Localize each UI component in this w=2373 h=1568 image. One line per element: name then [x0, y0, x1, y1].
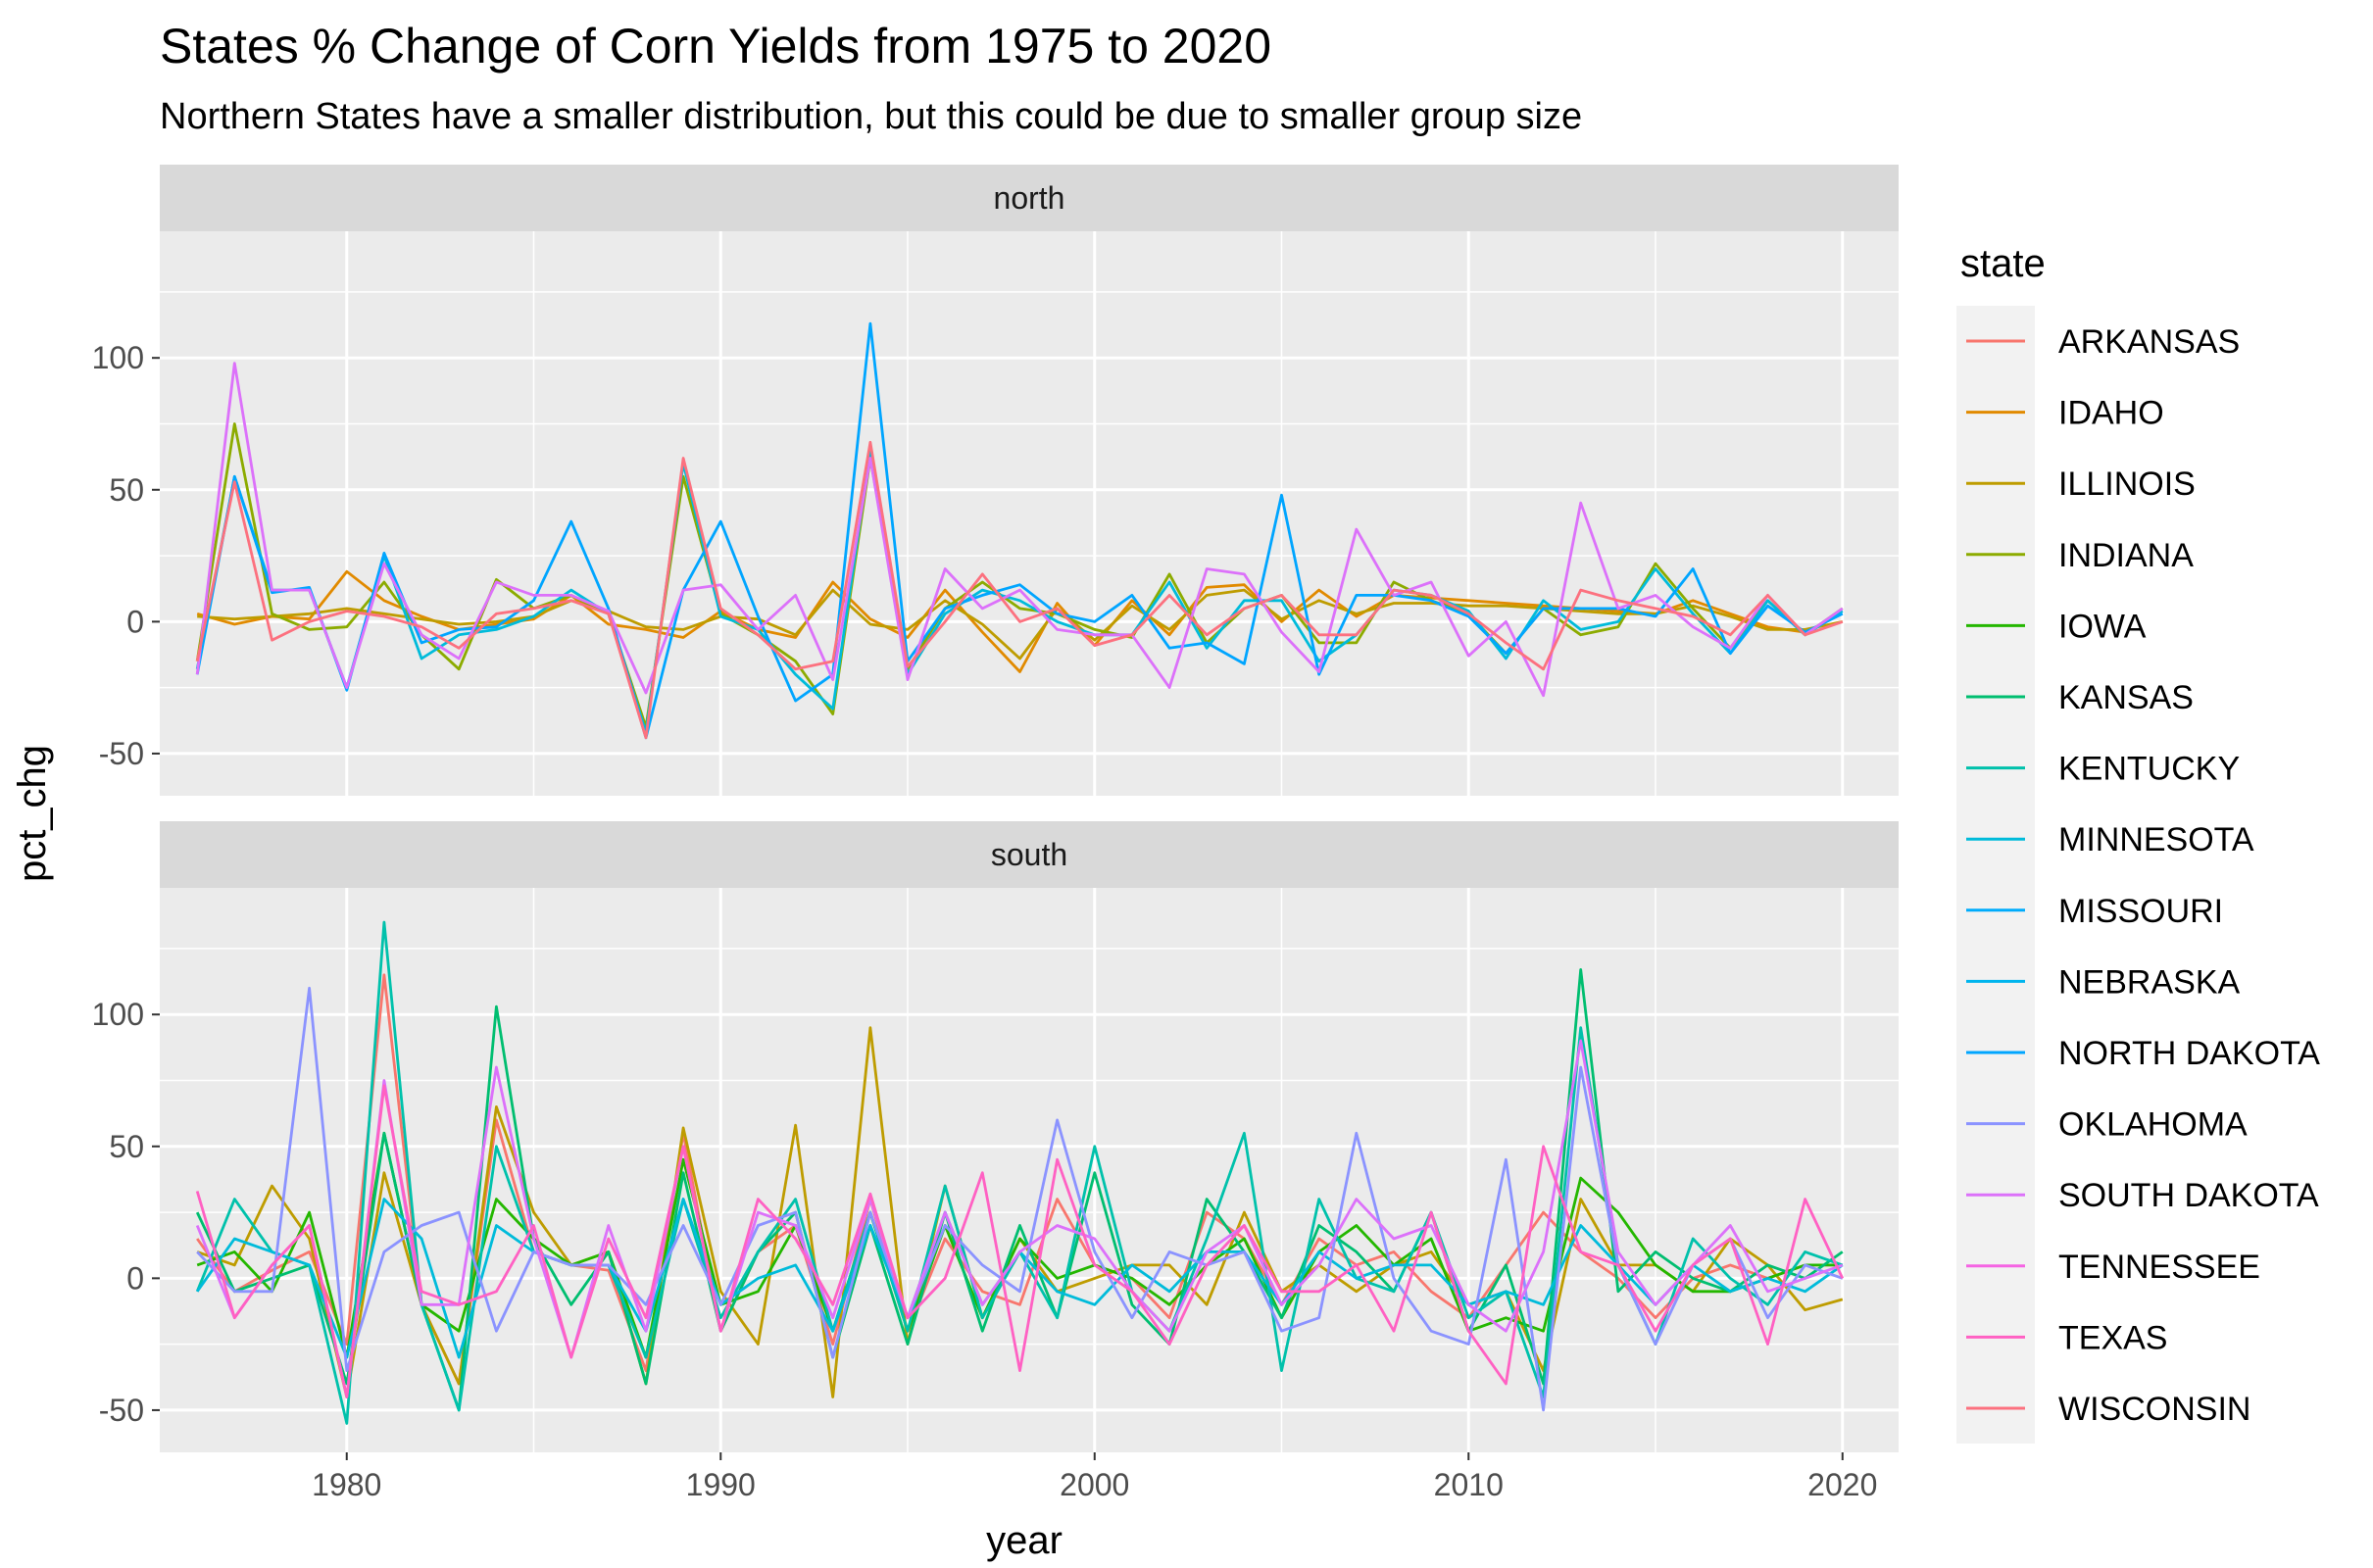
legend-label: IOWA [2058, 608, 2147, 645]
legend-item: IDAHO [1966, 395, 2164, 432]
legend-label: NEBRASKA [2058, 963, 2240, 1001]
legend-label: TENNESSEE [2058, 1249, 2260, 1286]
chart-title: States % Change of Corn Yields from 1975… [160, 19, 1271, 74]
legend-item: ARKANSAS [1966, 323, 2240, 361]
chart-subtitle: Northern States have a smaller distribut… [160, 96, 1582, 137]
legend-label: OKLAHOMA [2058, 1106, 2248, 1144]
facet-south: south -50 0 50 100 1980 1990 2000 2010 2020 [92, 821, 1899, 1502]
y-tick-label: 50 [109, 472, 144, 508]
legend-item: INDIANA [1966, 537, 2194, 574]
facet-panels: north -50 0 50 100 south -50 0 50 100 1980 1990 2000… [92, 165, 1899, 1502]
y-tick-label: 50 [109, 1129, 144, 1164]
legend-item: TEXAS [1966, 1319, 2167, 1356]
y-axis-title: pct_chg [11, 745, 54, 882]
y-tick-label: 100 [92, 340, 144, 375]
legend-label: KANSAS [2058, 679, 2194, 716]
legend-label: INDIANA [2058, 537, 2194, 574]
legend-item: KANSAS [1966, 679, 2194, 716]
legend-item: NORTH DAKOTA [1966, 1035, 2320, 1072]
legend-item: MISSOURI [1966, 893, 2223, 930]
y-tick-label: 0 [126, 604, 144, 639]
legend-title: state [1960, 242, 2046, 285]
legend-item: OKLAHOMA [1966, 1106, 2248, 1144]
legend-item: TENNESSEE [1966, 1249, 2260, 1286]
x-tick-label: 2020 [1807, 1467, 1877, 1502]
legend-item: MINNESOTA [1966, 821, 2254, 858]
series-lines [195, 920, 1845, 1425]
series-line-south-dakota [195, 1039, 1844, 1398]
series-line-illinois [197, 588, 1844, 661]
facet-strip [160, 821, 1899, 888]
legend-label: MISSOURI [2058, 893, 2223, 930]
x-tick-label: 2000 [1060, 1467, 1129, 1502]
legend-label: KENTUCKY [2058, 751, 2240, 788]
series-line-oklahoma [196, 986, 1844, 1412]
facet-strip-label: north [994, 180, 1065, 216]
x-tick-label: 1980 [312, 1467, 381, 1502]
legend-item: SOUTH DAKOTA [1966, 1177, 2319, 1214]
gridlines [160, 888, 1899, 1452]
series-line-iowa [195, 422, 1844, 729]
y-tick-label: -50 [99, 1393, 144, 1428]
gridlines [160, 231, 1899, 796]
x-tick-label: 2010 [1434, 1467, 1504, 1502]
x-axis-title: year [986, 1519, 1063, 1562]
legend-label: NORTH DAKOTA [2058, 1035, 2320, 1072]
legend-label: IDAHO [2058, 395, 2164, 432]
series-line-wisconsin [195, 440, 1844, 740]
series-lines [195, 321, 1844, 740]
legend-label: ARKANSAS [2058, 323, 2240, 361]
facet-strip-label: south [991, 837, 1067, 872]
x-tick-label: 1990 [686, 1467, 756, 1502]
y-tick-label: 100 [92, 997, 144, 1032]
legend-key-background [1956, 306, 2035, 1444]
series-line-south-dakota [195, 362, 1844, 698]
y-tick-label: -50 [99, 736, 144, 771]
facet-strip [160, 165, 1899, 231]
legend-label: MINNESOTA [2058, 821, 2254, 858]
legend-item: KENTUCKY [1966, 751, 2240, 788]
series-line-north-dakota [195, 321, 1844, 740]
legend-item: IOWA [1966, 608, 2147, 645]
panel-background [160, 231, 1899, 796]
legend-item: WISCONSIN [1966, 1391, 2250, 1428]
series-line-texas [195, 1084, 1845, 1398]
legend: state ARKANSAS IDAHO ILLINOIS INDIANA IOWA KA… [1956, 242, 2320, 1444]
facet-north: north -50 0 50 100 [92, 165, 1899, 796]
legend-label: SOUTH DAKOTA [2058, 1177, 2319, 1214]
legend-label: TEXAS [2058, 1319, 2167, 1356]
legend-item: ILLINOIS [1966, 466, 2196, 503]
panel-background [160, 888, 1899, 1452]
legend-items: ARKANSAS IDAHO ILLINOIS INDIANA IOWA KANSAS KE… [1956, 306, 2320, 1444]
legend-label: WISCONSIN [2058, 1391, 2250, 1428]
y-tick-label: 0 [126, 1260, 144, 1296]
legend-label: ILLINOIS [2058, 466, 2196, 503]
legend-item: NEBRASKA [1966, 963, 2240, 1001]
